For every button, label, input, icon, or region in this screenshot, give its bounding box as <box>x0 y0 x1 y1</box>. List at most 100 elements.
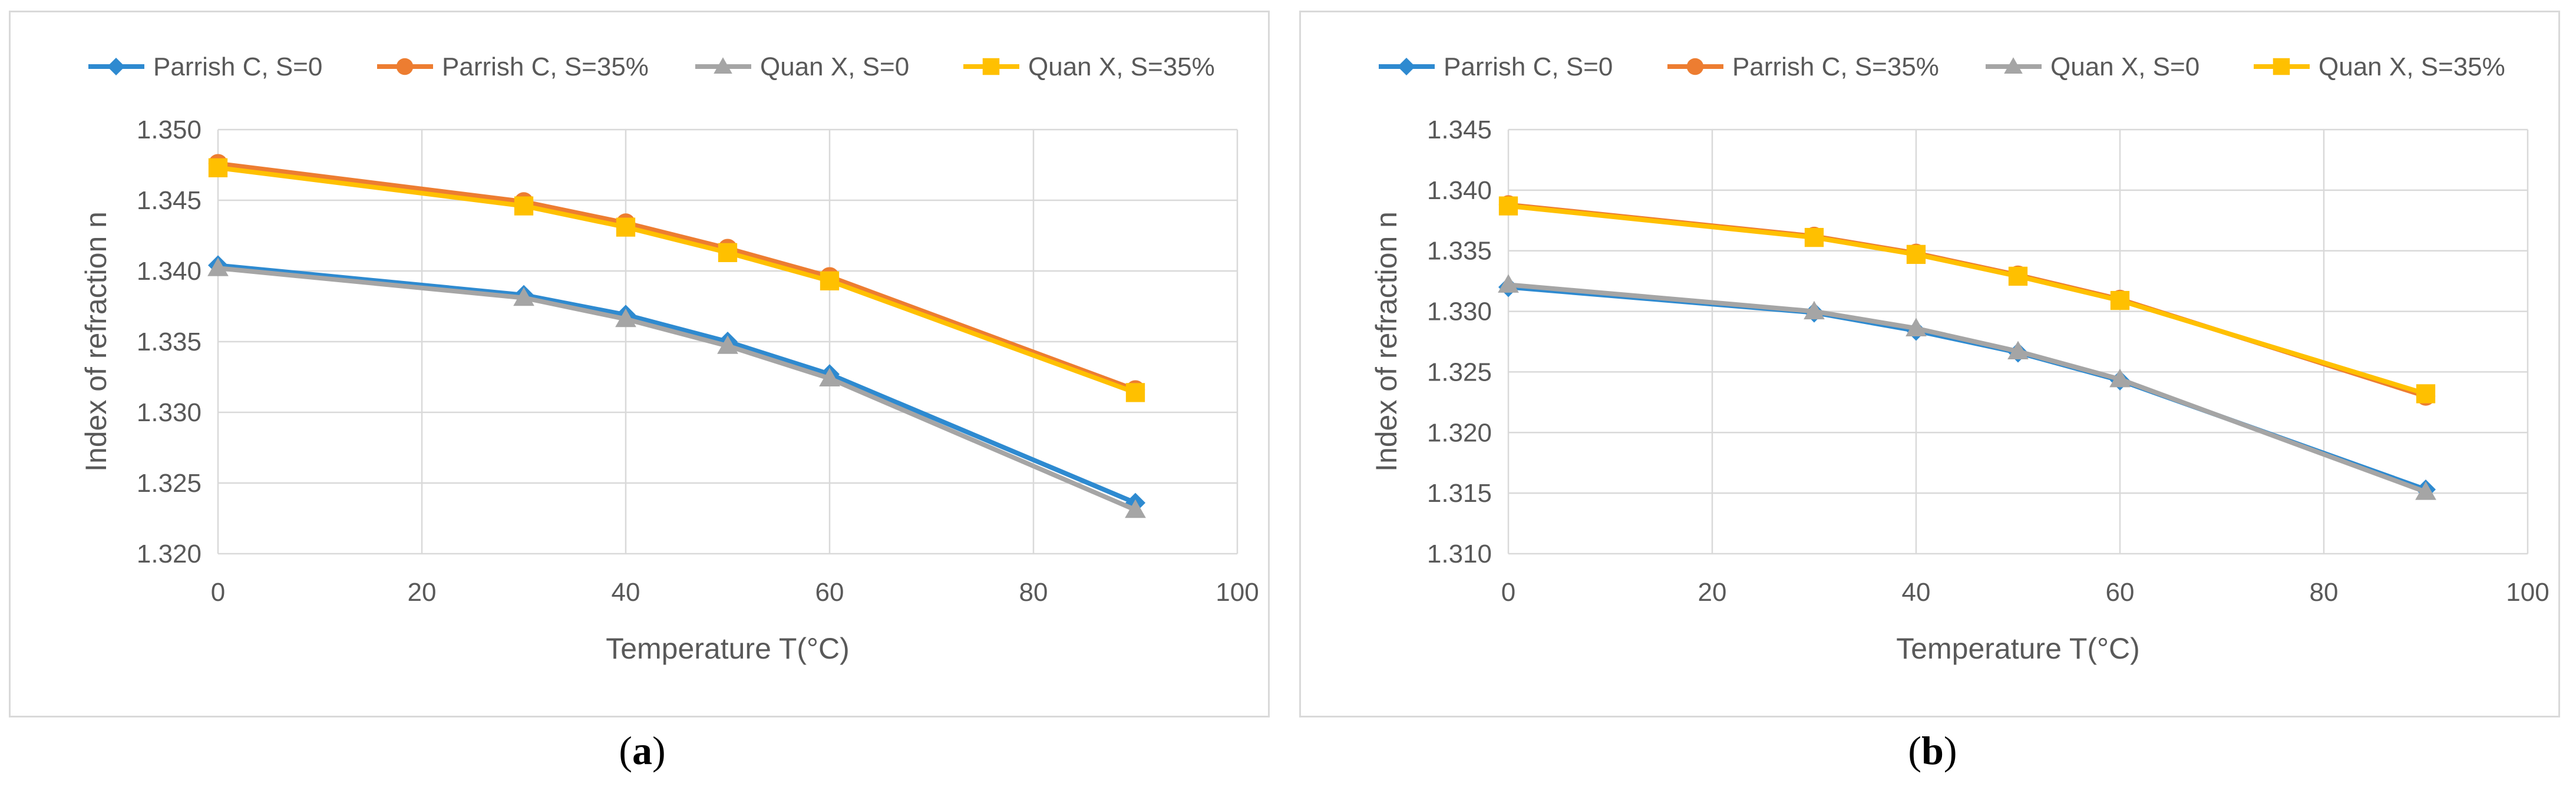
legend-item-parrish-c-s-35: Parrish C, S=35% <box>1667 52 1939 81</box>
caption-b: (b) <box>1908 728 1957 773</box>
data-point-square <box>2008 266 2028 286</box>
gridlines <box>217 128 1239 555</box>
legend-item-parrish-c-s-35: Parrish C, S=35% <box>377 52 649 81</box>
x-tick-label: 40 <box>612 578 640 607</box>
data-point-square <box>1498 196 1518 216</box>
series-line <box>1506 203 2428 396</box>
y-tick-label: 1.330 <box>137 398 202 427</box>
series-line <box>216 161 1138 392</box>
chart-panel-b: 1.310 1.315 1.320 1.325 1.330 1.335 1.340 1.345… <box>1299 0 2566 797</box>
legend-label: Parrish C, S=35% <box>442 52 649 81</box>
data-point-square <box>1125 383 1145 402</box>
line-chart-b: 1.310 1.315 1.320 1.325 1.330 1.335 1.340 1.345… <box>1370 52 2549 665</box>
series-quan-x-s-35 <box>1498 196 2436 404</box>
y-tick-label: 1.345 <box>137 186 202 215</box>
data-point-square <box>820 271 840 290</box>
series-line <box>216 165 1138 395</box>
x-tick-label: 0 <box>211 578 225 607</box>
y-tick-label: 1.335 <box>137 328 202 356</box>
series-parrish-c-s-35 <box>1498 195 2436 406</box>
data-point-triangle <box>819 368 840 386</box>
legend-item-quan-x-s-0: Quan X, S=0 <box>695 52 909 81</box>
legend-label: Quan X, S=35% <box>2319 52 2505 81</box>
legend-item-quan-x-s-35: Quan X, S=35% <box>2254 52 2505 81</box>
data-point-triangle <box>207 257 229 276</box>
y-tick-label: 1.310 <box>1427 540 1492 568</box>
x-tick-label: 20 <box>1698 578 1727 607</box>
y-tick-label: 1.345 <box>1427 115 1492 144</box>
legend-label: Parrish C, S=0 <box>153 52 322 81</box>
series-parrish-c-s-0 <box>208 255 1145 513</box>
legend-item-quan-x-s-35: Quan X, S=35% <box>963 52 1215 81</box>
legend: Parrish C, S=0 Parrish C, S=35% Quan X, S=… <box>88 52 1215 81</box>
legend-marker-triangle-icon <box>714 57 732 74</box>
legend-label: Quan X, S=0 <box>2050 52 2199 81</box>
gridlines <box>1507 128 2529 555</box>
x-tick-label: 80 <box>2310 578 2339 607</box>
legend-label: Parrish C, S=35% <box>1732 52 1939 81</box>
x-tick-label: 100 <box>1216 578 1259 607</box>
y-tick-label: 1.320 <box>137 540 202 568</box>
legend-marker-square-icon <box>982 58 1000 75</box>
data-point-triangle <box>2007 340 2029 360</box>
data-point-square <box>616 217 636 237</box>
data-point-triangle <box>2415 481 2436 500</box>
legend-marker-diamond-icon <box>107 58 125 75</box>
x-tick-label: 80 <box>1019 578 1048 607</box>
legend-item-parrish-c-s-0: Parrish C, S=0 <box>88 52 322 81</box>
x-tick-label: 100 <box>2506 578 2549 607</box>
x-axis-title: Temperature T(°C) <box>1896 632 2140 665</box>
y-tick-label: 1.340 <box>137 257 202 286</box>
data-point-square <box>208 158 228 177</box>
x-tick-label: 0 <box>1501 578 1515 607</box>
data-point-triangle <box>615 308 636 328</box>
data-point-triangle <box>1125 499 1146 518</box>
x-tick-label: 40 <box>1902 578 1931 607</box>
x-tick-label: 60 <box>2106 578 2135 607</box>
series-quan-x-s-35 <box>208 158 1145 402</box>
y-tick-label: 1.350 <box>137 115 202 144</box>
legend-label: Parrish C, S=0 <box>1444 52 1613 81</box>
series-line <box>216 266 1138 512</box>
legend: Parrish C, S=0 Parrish C, S=35% Quan X, S=… <box>1379 52 2505 81</box>
data-point-square <box>1804 227 1824 247</box>
data-point-square <box>718 243 738 262</box>
legend-marker-circle-icon <box>396 58 414 75</box>
y-tick-label: 1.335 <box>1427 237 1492 266</box>
series-parrish-c-s-0 <box>1498 277 2436 500</box>
series-quan-x-s-0 <box>207 257 1146 518</box>
chart-panel-a: 1.320 1.325 1.330 1.335 1.340 1.345 1.350 0 20 40… <box>9 0 1276 797</box>
y-tick-label: 1.325 <box>1427 358 1492 386</box>
data-point-triangle <box>1905 318 1927 336</box>
series-quan-x-s-0 <box>1498 274 2436 500</box>
y-axis-title: Index of refraction n <box>80 211 113 472</box>
y-tick-label: 1.315 <box>1427 479 1492 508</box>
y-tick-label: 1.320 <box>1427 418 1492 447</box>
series-line <box>1506 282 2428 495</box>
legend-marker-square-icon <box>2273 58 2290 75</box>
data-point-triangle <box>1804 300 1825 320</box>
y-tick-label: 1.340 <box>1427 176 1492 205</box>
x-tick-label: 20 <box>408 578 437 607</box>
legend-label: Quan X, S=0 <box>760 52 909 81</box>
legend-marker-diamond-icon <box>1398 58 1415 75</box>
data-point-square <box>514 196 534 216</box>
data-point-triangle <box>2109 368 2131 388</box>
legend-marker-circle-icon <box>1686 58 1704 75</box>
y-tick-label: 1.325 <box>137 469 202 498</box>
legend-marker-triangle-icon <box>2004 57 2023 74</box>
line-chart-a: 1.320 1.325 1.330 1.335 1.340 1.345 1.350 0 20 40… <box>80 52 1259 665</box>
legend-item-quan-x-s-0: Quan X, S=0 <box>1986 52 2199 81</box>
legend-item-parrish-c-s-0: Parrish C, S=0 <box>1379 52 1613 81</box>
data-point-triangle <box>717 335 738 354</box>
data-point-square <box>1906 244 1926 264</box>
series-line <box>216 263 1138 505</box>
legend-label: Quan X, S=35% <box>1028 52 1215 81</box>
caption-a: (a) <box>619 728 666 773</box>
series-line <box>1506 285 2428 492</box>
x-axis-title: Temperature T(°C) <box>606 632 850 665</box>
chart-frame <box>1299 11 2560 717</box>
y-axis-title: Index of refraction n <box>1370 211 1403 472</box>
data-point-square <box>2416 384 2436 404</box>
x-tick-label: 60 <box>815 578 844 607</box>
